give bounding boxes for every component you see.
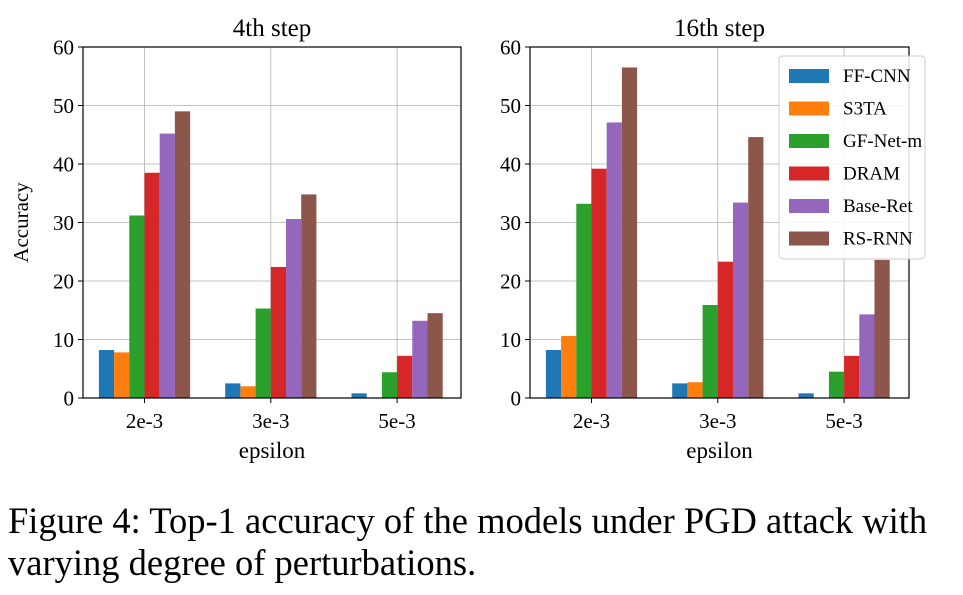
- bar-dram-5e-3: [397, 355, 413, 398]
- bar-ff-cnn-5e-3: [351, 393, 367, 398]
- bar-base-ret-5e-3: [859, 314, 875, 398]
- legend-label: FF-CNN: [843, 66, 911, 87]
- bar-base-ret-3e-3: [733, 202, 749, 398]
- bar-rs-rnn-5e-3: [427, 313, 443, 398]
- x-axis-label: epsilon: [686, 438, 753, 463]
- bar-s3ta-2e-3: [561, 335, 577, 398]
- tick-label-y: 10: [500, 328, 521, 352]
- bar-ff-cnn-3e-3: [225, 383, 241, 398]
- legend-swatch: [789, 69, 829, 83]
- bar-rs-rnn-5e-3: [874, 259, 890, 398]
- bar-gf-net-m-5e-3: [381, 372, 398, 398]
- tick-label-y: 40: [53, 153, 74, 177]
- tick-label-y: 20: [500, 270, 521, 294]
- legend-label: GF-Net-m: [843, 131, 922, 152]
- legend-label: RS-RNN: [843, 229, 913, 250]
- legend: FF-CNN S3TA GF-Net-m DRAM Base-Ret RS-RNN: [778, 55, 926, 260]
- bar-dram-2e-3: [144, 172, 160, 398]
- tick-label-y: 50: [53, 94, 74, 118]
- tick-label-y: 10: [53, 328, 74, 352]
- chart-title: 16th step: [674, 15, 765, 42]
- tick-label-y: 40: [500, 153, 521, 177]
- bar-dram-5e-3: [844, 355, 860, 398]
- legend-label: DRAM: [843, 164, 900, 185]
- tick-label-y: 30: [500, 211, 521, 235]
- tick-label-y: 0: [64, 387, 75, 411]
- bar-ff-cnn-2e-3: [98, 350, 115, 398]
- tick-label-y: 0: [511, 387, 522, 411]
- x-axis-label: epsilon: [239, 438, 306, 463]
- tick-label-y: 60: [500, 36, 521, 60]
- bar-gf-net-m-5e-3: [828, 371, 845, 398]
- legend-swatch: [789, 231, 829, 246]
- tick-label-x: 2e-3: [126, 409, 163, 433]
- bar-ff-cnn-2e-3: [545, 350, 562, 398]
- bar-gf-net-m-2e-3: [129, 215, 145, 398]
- bar-rs-rnn-2e-3: [174, 111, 191, 398]
- tick-label-x: 3e-3: [252, 409, 289, 433]
- bar-dram-3e-3: [270, 266, 286, 398]
- bar-ff-cnn-5e-3: [798, 393, 814, 398]
- tick-label-y: 20: [53, 270, 74, 294]
- legend-swatch: [789, 134, 829, 148]
- tick-label-x: 5e-3: [825, 409, 862, 433]
- bar-rs-rnn-3e-3: [748, 137, 764, 398]
- bar-s3ta-2e-3: [114, 352, 130, 398]
- figure-caption: Figure 4: Top-1 accuracy of the models u…: [8, 500, 928, 583]
- legend-label: S3TA: [843, 99, 887, 120]
- bar-rs-rnn-3e-3: [301, 194, 317, 398]
- bar-base-ret-5e-3: [412, 320, 428, 398]
- tick-label-x: 5e-3: [378, 409, 415, 433]
- bar-base-ret-3e-3: [286, 218, 302, 398]
- y-axis-label: Accuracy: [9, 182, 33, 263]
- bar-base-ret-2e-3: [606, 122, 622, 398]
- bar-gf-net-m-3e-3: [255, 308, 271, 398]
- tick-label-y: 50: [500, 94, 521, 118]
- bar-ff-cnn-3e-3: [672, 383, 688, 398]
- legend-swatch: [789, 166, 829, 181]
- bar-s3ta-3e-3: [687, 382, 703, 398]
- tick-label-x: 3e-3: [699, 409, 736, 433]
- chart-panel-1: 0 10 20 30 40 50 60 2e-3 3e-3 5e-3 4th step epsilon…: [9, 15, 462, 463]
- tick-label-y: 30: [53, 211, 74, 235]
- tick-label-y: 60: [53, 36, 74, 60]
- legend-swatch: [789, 199, 829, 213]
- tick-label-x: 2e-3: [573, 409, 610, 433]
- bar-rs-rnn-2e-3: [621, 67, 638, 398]
- legend-swatch: [789, 101, 829, 116]
- bar-base-ret-2e-3: [159, 133, 175, 398]
- bar-dram-2e-3: [591, 168, 607, 398]
- bar-s3ta-3e-3: [240, 386, 256, 398]
- bar-dram-3e-3: [717, 261, 733, 398]
- bar-gf-net-m-3e-3: [702, 304, 718, 398]
- chart-panel-2: 0 10 20 30 40 50 60 2e-3 3e-3 5e-3 16th step epsilo…: [500, 15, 926, 463]
- chart-title: 4th step: [233, 15, 311, 42]
- bar-gf-net-m-2e-3: [576, 203, 592, 398]
- legend-label: Base-Ret: [843, 196, 913, 217]
- figure: 0 10 20 30 40 50 60 2e-3 3e-3 5e-3 4th step epsilon…: [9, 15, 926, 463]
- plot-frame: [82, 46, 462, 399]
